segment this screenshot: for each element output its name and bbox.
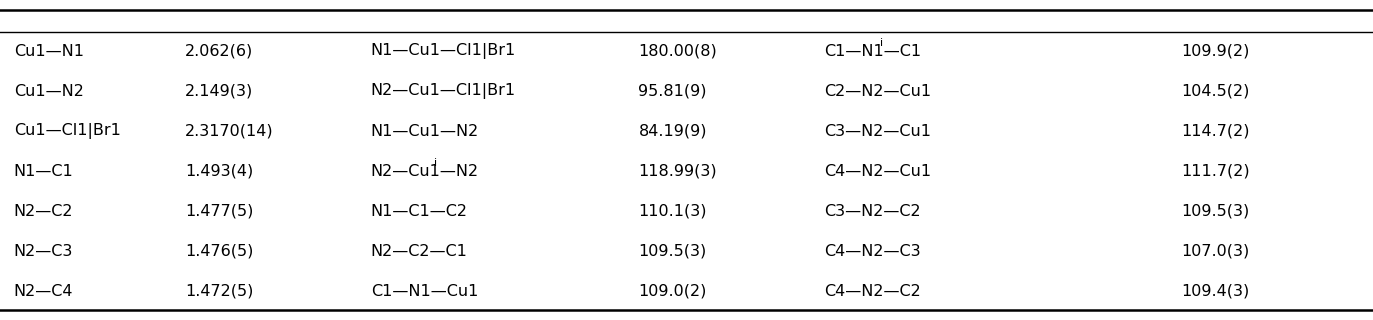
Text: 109.5(3): 109.5(3)	[638, 244, 707, 259]
Text: C4—N2—C2: C4—N2—C2	[824, 284, 920, 299]
Text: N2—Cu1—Cl1|Br1: N2—Cu1—Cl1|Br1	[371, 83, 516, 99]
Text: 2.3170(14): 2.3170(14)	[185, 124, 275, 139]
Text: C3—N2—Cu1: C3—N2—Cu1	[824, 124, 931, 139]
Text: C3—N2—C2: C3—N2—C2	[824, 204, 920, 219]
Text: N2—Cu1—N2: N2—Cu1—N2	[371, 164, 479, 179]
Text: C4—N2—C3: C4—N2—C3	[824, 244, 920, 259]
Text: 109.9(2): 109.9(2)	[1181, 44, 1249, 59]
Text: 110.1(3): 110.1(3)	[638, 204, 707, 219]
Text: Cu1—Cl1|Br1: Cu1—Cl1|Br1	[14, 123, 121, 139]
Text: 2.149(3): 2.149(3)	[185, 84, 254, 99]
Text: 1.477(5): 1.477(5)	[185, 204, 254, 219]
Text: 118.99(3): 118.99(3)	[638, 164, 717, 179]
Text: N1—C1: N1—C1	[14, 164, 74, 179]
Text: N2—C2—C1: N2—C2—C1	[371, 244, 468, 259]
Text: 1.472(5): 1.472(5)	[185, 284, 254, 299]
Text: N1—Cu1—N2: N1—Cu1—N2	[371, 124, 479, 139]
Text: 107.0(3): 107.0(3)	[1181, 244, 1249, 259]
Text: N2—C2: N2—C2	[14, 204, 73, 219]
Text: 1.476(5): 1.476(5)	[185, 244, 254, 259]
Text: 104.5(2): 104.5(2)	[1181, 84, 1249, 99]
Text: i: i	[880, 38, 883, 48]
Text: Cu1—N1: Cu1—N1	[14, 44, 84, 59]
Text: C4—N2—Cu1: C4—N2—Cu1	[824, 164, 931, 179]
Text: N1—Cu1—Cl1|Br1: N1—Cu1—Cl1|Br1	[371, 43, 516, 59]
Text: C1—N1—Cu1: C1—N1—Cu1	[371, 284, 478, 299]
Text: 109.0(2): 109.0(2)	[638, 284, 707, 299]
Text: C1—N1—C1: C1—N1—C1	[824, 44, 921, 59]
Text: 95.81(9): 95.81(9)	[638, 84, 707, 99]
Text: 114.7(2): 114.7(2)	[1181, 124, 1249, 139]
Text: 84.19(9): 84.19(9)	[638, 124, 707, 139]
Text: Cu1—N2: Cu1—N2	[14, 84, 84, 99]
Text: 109.4(3): 109.4(3)	[1181, 284, 1249, 299]
Text: 1.493(4): 1.493(4)	[185, 164, 254, 179]
Text: 109.5(3): 109.5(3)	[1181, 204, 1249, 219]
Text: N2—C3: N2—C3	[14, 244, 73, 259]
Text: N1—C1—C2: N1—C1—C2	[371, 204, 468, 219]
Text: N2—C4: N2—C4	[14, 284, 73, 299]
Text: 111.7(2): 111.7(2)	[1181, 164, 1249, 179]
Text: 180.00(8): 180.00(8)	[638, 44, 717, 59]
Text: 2.062(6): 2.062(6)	[185, 44, 254, 59]
Text: i: i	[434, 158, 437, 168]
Text: C2—N2—Cu1: C2—N2—Cu1	[824, 84, 931, 99]
